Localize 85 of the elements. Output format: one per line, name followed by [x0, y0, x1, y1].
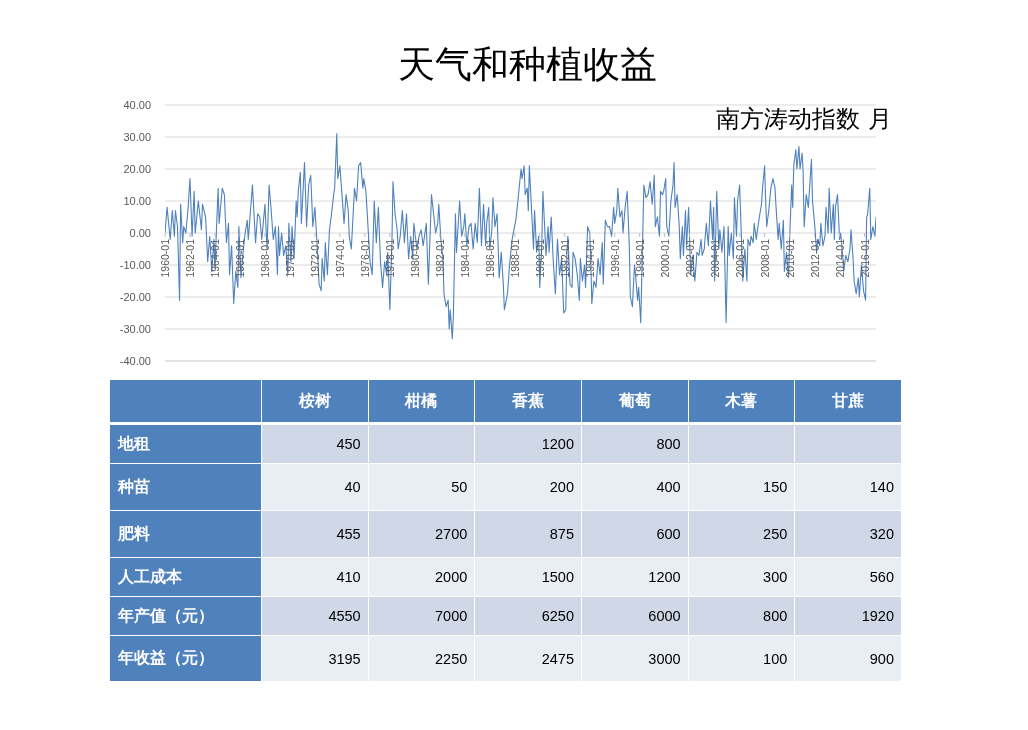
x-tick-label: 2000-01 — [658, 238, 671, 278]
y-tick-label: 0.00 — [129, 226, 151, 239]
data-label: 400 — [581, 463, 689, 511]
data-label: 6000 — [581, 596, 689, 636]
x-tick-label: 1966-01 — [233, 238, 246, 278]
x-tick-label: 1974-01 — [333, 238, 346, 278]
data-label: 320 — [794, 510, 902, 558]
data-label: 1920 — [794, 596, 902, 636]
data-label: 410 — [261, 557, 369, 597]
data-label: 450 — [261, 423, 369, 464]
y-tick-label: -40.00 — [119, 354, 151, 367]
y-tick-label: 10.00 — [123, 194, 151, 207]
x-tick-label: 1984-01 — [458, 238, 471, 278]
y-tick-label: 20.00 — [123, 162, 151, 175]
data-label: 1500 — [474, 557, 582, 597]
data-label: 800 — [688, 596, 795, 636]
data-label: 1200 — [581, 557, 689, 597]
data-label: 2250 — [368, 635, 475, 682]
y-tick-label: -10.00 — [119, 258, 151, 271]
x-tick-label: 1992-01 — [558, 238, 571, 278]
x-tick-label: 1972-01 — [308, 238, 321, 278]
y-tick-label: 种苗 — [109, 463, 262, 511]
y-tick-label: 年收益（元） — [109, 635, 262, 682]
x-tick-label: 1986-01 — [483, 238, 496, 278]
data-label: 560 — [794, 557, 902, 597]
x-tick-label: 柑橘 — [368, 379, 475, 424]
x-tick-label: 2002-01 — [683, 238, 696, 278]
x-tick-label: 2008-01 — [758, 238, 771, 278]
data-label: 2475 — [474, 635, 582, 682]
x-tick-label: 1980-01 — [408, 238, 421, 278]
y-tick-label: 30.00 — [123, 130, 151, 143]
x-tick-label: 1996-01 — [608, 238, 621, 278]
data-label: 150 — [688, 463, 795, 511]
x-tick-label: 1964-01 — [208, 238, 221, 278]
y-tick-label: -20.00 — [119, 290, 151, 303]
y-tick-label: 肥料 — [109, 510, 262, 558]
data-label: 50 — [368, 463, 475, 511]
chart-subtitle: 南方涛动指数 月 — [716, 104, 892, 135]
x-tick-label: 2006-01 — [733, 238, 746, 278]
data-label: 4550 — [261, 596, 369, 636]
data-label: 100 — [688, 635, 795, 682]
y-tick-label: -30.00 — [119, 322, 151, 335]
chart-title: 天气和种植收益 — [396, 42, 658, 88]
x-tick-label: 1962-01 — [183, 238, 196, 278]
data-label: 600 — [581, 510, 689, 558]
y-tick-label: 年产值（元） — [109, 596, 262, 636]
x-tick-label: 桉树 — [261, 379, 369, 424]
x-tick-label: 甘蔗 — [794, 379, 902, 424]
x-tick-label: 2004-01 — [708, 238, 721, 278]
x-tick-label: 2016-01 — [858, 238, 871, 278]
x-tick-label: 1960-01 — [159, 238, 171, 278]
y-tick-label: 40.00 — [123, 98, 151, 111]
data-label: 40 — [261, 463, 369, 511]
x-tick-label: 2014-01 — [833, 238, 846, 278]
data-label: 200 — [474, 463, 582, 511]
data-label: 2700 — [368, 510, 475, 558]
data-label: 6250 — [474, 596, 582, 636]
x-tick-label: 1998-01 — [633, 238, 646, 278]
x-tick-label: 1968-01 — [258, 238, 271, 278]
data-label: 250 — [688, 510, 795, 558]
x-tick-label: 1988-01 — [508, 238, 521, 278]
data-label: 300 — [688, 557, 795, 597]
data-label: 800 — [581, 423, 689, 464]
x-tick-label: 香蕉 — [474, 379, 582, 424]
data-label: 2000 — [368, 557, 475, 597]
data-label: 900 — [794, 635, 902, 682]
y-tick-label: 地租 — [109, 423, 262, 464]
data-label: 455 — [261, 510, 369, 558]
data-label: 140 — [794, 463, 902, 511]
x-tick-label: 1970-01 — [283, 238, 296, 278]
x-tick-label: 2010-01 — [783, 238, 796, 278]
x-tick-label: 木薯 — [688, 379, 795, 424]
x-tick-label: 2012-01 — [808, 238, 821, 278]
x-tick-label: 1976-01 — [358, 238, 371, 278]
data-label: 3000 — [581, 635, 689, 682]
data-label: 7000 — [368, 596, 475, 636]
data-label: 1200 — [474, 423, 582, 464]
x-tick-label: 葡萄 — [581, 379, 689, 424]
data-label: 875 — [474, 510, 582, 558]
x-tick-label: 1994-01 — [583, 238, 596, 278]
x-tick-label: 1978-01 — [383, 238, 396, 278]
data-label: 3195 — [261, 635, 369, 682]
y-tick-label: 人工成本 — [109, 557, 262, 597]
x-tick-label: 1990-01 — [533, 238, 546, 278]
x-tick-label: 1982-01 — [433, 238, 446, 278]
